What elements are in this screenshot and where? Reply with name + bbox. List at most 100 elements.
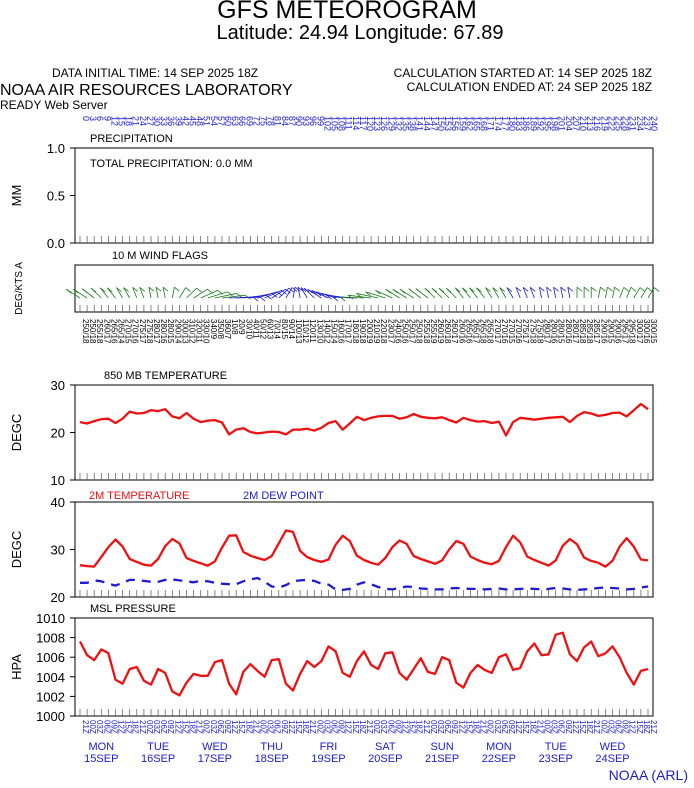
wind-label: 265/14 <box>117 319 126 344</box>
bottom-hour-label: 21Z <box>138 720 147 734</box>
top-axis-label: 210 <box>578 116 588 131</box>
y-tick-label: 1000 <box>36 709 65 724</box>
bottom-hour-label: 00Z <box>372 720 381 734</box>
wind-label: 285/17 <box>592 319 601 344</box>
day-label: FRI <box>320 741 338 753</box>
wind-label: 265/16 <box>464 319 473 344</box>
wind-label: 255/19 <box>429 319 438 344</box>
bottom-hour-label: 00Z <box>259 720 268 734</box>
series-line-2m-dew-point <box>80 576 649 592</box>
wind-barb-flag <box>356 293 362 298</box>
wind-label: 90/14 <box>287 319 296 340</box>
y-tick-label: 1010 <box>36 611 65 626</box>
bottom-hour-label: 03Z <box>379 720 388 734</box>
wind-barb <box>605 287 608 299</box>
wind-label: 340/9 <box>209 319 218 340</box>
top-axis-label: 33 <box>159 116 169 126</box>
wind-label: 120/11 <box>308 319 317 343</box>
top-axis-label: 207 <box>571 116 581 131</box>
panel-frame <box>74 384 654 481</box>
wind-barb-flag <box>207 288 213 294</box>
bottom-hour-label: 18Z <box>415 720 424 734</box>
bottom-hour-label: 21Z <box>308 720 317 734</box>
bottom-hour-label: 15Z <box>180 720 189 734</box>
wind-barb-flag <box>123 287 129 292</box>
wind-barb <box>515 287 521 299</box>
wind-barb-flag <box>576 286 583 292</box>
top-axis-label: 150 <box>436 116 446 131</box>
wind-barb <box>207 291 228 299</box>
wind-barb-flag <box>553 286 559 292</box>
top-axis-label: 87 <box>287 116 297 126</box>
wind-label: 260/19 <box>436 319 445 344</box>
wind-barb-flag <box>392 288 399 294</box>
wind-label: 300/15 <box>649 319 658 344</box>
wind-label: 200/19 <box>365 319 374 344</box>
top-axis-label: 168 <box>479 116 489 131</box>
wind-label: 275/18 <box>528 319 537 344</box>
top-axis-label: 27 <box>145 116 155 126</box>
y-tick-label: 20 <box>51 590 65 605</box>
wind-barb-flag <box>438 287 445 293</box>
y-tick-label: 1008 <box>36 631 65 646</box>
wind-barb <box>612 287 615 299</box>
bottom-hour-label: 03Z <box>606 720 615 734</box>
chart-subtitle: Latitude: 24.94 Longitude: 67.89 <box>216 22 504 44</box>
wind-label: 60/13 <box>266 319 275 340</box>
bottom-hour-label: 03Z <box>493 720 502 734</box>
wind-barb-flag <box>347 294 354 300</box>
bottom-hour-label: 12Z <box>117 720 126 734</box>
wind-label: 250/16 <box>401 319 410 344</box>
top-axis-label: 0 <box>81 116 91 121</box>
top-axis-label: 141 <box>415 116 425 131</box>
wind-barb-flag <box>653 287 660 292</box>
date-label: 24SEP <box>595 753 629 765</box>
wind-label: 220/18 <box>379 319 388 344</box>
wind-barb <box>461 287 471 299</box>
bottom-hour-label: 00Z <box>145 720 154 734</box>
wind-label: 300/17 <box>635 319 644 344</box>
bottom-hour-label: 18Z <box>358 720 367 734</box>
bottom-hour-label: 09Z <box>450 720 459 734</box>
wind-label: 250/18 <box>88 319 97 344</box>
panel-title: 10 M WIND FLAGS <box>112 250 208 262</box>
wind-label: 30/10 <box>244 319 253 340</box>
top-axis-label: 126 <box>379 116 389 131</box>
day-label: TUE <box>545 741 567 753</box>
bottom-hour-label: 09Z <box>280 720 289 734</box>
date-label: 18SEP <box>255 753 289 765</box>
wind-label: 250/18 <box>415 319 424 344</box>
bottom-hour-label: 12Z <box>628 720 637 734</box>
day-label: SUN <box>430 741 453 753</box>
wind-barb-flag <box>311 290 317 295</box>
y-tick-label: 0.0 <box>47 236 65 251</box>
wind-barb <box>214 293 237 299</box>
top-axis-label: 72 <box>251 116 261 126</box>
wind-barb <box>148 287 152 299</box>
wind-label: 275/18 <box>145 319 154 344</box>
bottom-hour-label: 12Z <box>571 720 580 734</box>
wind-label: 265/16 <box>109 319 118 344</box>
wind-barb-flag <box>583 286 590 292</box>
top-axis-label: 63 <box>230 116 240 126</box>
wind-label: 295/18 <box>628 319 637 344</box>
wind-barb-flag <box>196 287 202 293</box>
wind-barb-flag <box>506 287 513 292</box>
bottom-hour-label: 12Z <box>344 720 353 734</box>
wind-barb-flag <box>515 287 522 292</box>
date-label: 21SEP <box>425 753 459 765</box>
bottom-hour-label: 03Z <box>550 720 559 734</box>
wind-label: 275/18 <box>535 319 544 344</box>
bottom-hour-label: 18Z <box>472 720 481 734</box>
wind-barb <box>633 287 641 299</box>
top-axis-label: 117 <box>358 116 368 130</box>
wind-barb-flag <box>252 296 259 302</box>
bottom-hour-label: 18Z <box>131 720 140 734</box>
wind-label: 240/16 <box>393 319 402 344</box>
bottom-hour-label: 18Z <box>301 720 310 734</box>
top-axis-label: 147 <box>429 116 439 131</box>
wind-barb <box>257 291 278 299</box>
wind-barb-flag <box>185 287 191 292</box>
top-axis-label: 174 <box>493 116 503 131</box>
wind-barb <box>221 294 246 299</box>
